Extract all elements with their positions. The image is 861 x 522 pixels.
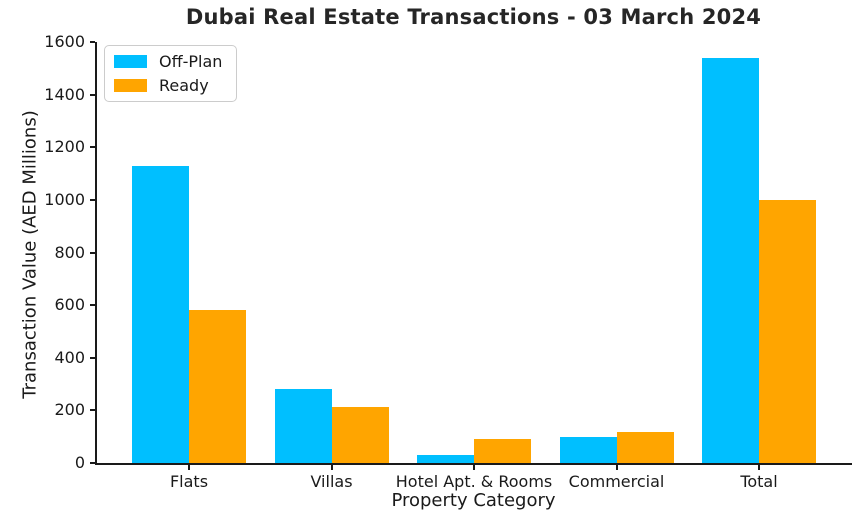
bar-ready-villas	[331, 407, 389, 463]
legend-item-ready: Ready	[114, 77, 222, 94]
legend: Off-Plan Ready	[104, 45, 238, 102]
x-tick-mark	[758, 465, 760, 470]
y-tick-mark	[90, 146, 95, 149]
x-tick-label-villas: Villas	[310, 472, 353, 491]
plot-area: 0 200 400 600 800 1000 1200 1400 1600 Flats Villa…	[44, 34, 852, 491]
bar-ready-flats	[189, 310, 246, 463]
legend-label-ready: Ready	[159, 76, 209, 95]
y-tick-label: 200	[54, 400, 85, 420]
y-tick-label: 1000	[44, 189, 85, 209]
bar-off-plan-total	[702, 57, 759, 463]
x-tick-mark	[188, 465, 190, 470]
y-tick-label: 0	[74, 453, 85, 472]
chart-title: Dubai Real Estate Transactions - 03 Marc…	[185, 5, 762, 29]
x-tick-mark	[330, 465, 333, 470]
y-tick-mark	[90, 462, 95, 464]
x-tick-mark	[615, 465, 618, 470]
y-tick-mark	[90, 251, 95, 254]
y-tick-label: 1600	[44, 32, 85, 51]
bar-off-plan-flats	[132, 165, 189, 463]
x-tick-label-commercial: Commercial	[568, 472, 665, 491]
legend-swatch-ready	[114, 79, 147, 92]
y-tick-label: 800	[54, 242, 85, 262]
x-axis-label: Property Category	[391, 490, 556, 511]
x-tick-mark	[473, 465, 475, 470]
y-tick-mark	[90, 409, 95, 412]
y-tick-label: 400	[54, 347, 85, 367]
x-tick-label-total: Total	[740, 472, 778, 491]
y-tick-label: 600	[54, 295, 85, 315]
bar-off-plan-commercial	[559, 436, 617, 463]
x-tick-label-flats: Flats	[169, 472, 209, 491]
legend-item-offplan: Off-Plan	[114, 53, 222, 70]
legend-swatch-offplan	[114, 55, 147, 68]
bar-ready-total	[759, 199, 816, 463]
y-tick-mark	[90, 93, 95, 96]
y-tick-mark	[90, 41, 95, 43]
bar-ready-hotel-apt-rooms	[474, 438, 531, 463]
x-tick-label-hotel-apt-rooms: Hotel Apt. & Rooms	[395, 472, 553, 491]
y-tick-mark	[90, 356, 95, 359]
bar-ready-commercial	[616, 432, 674, 463]
bar-off-plan-hotel-apt-rooms	[417, 455, 474, 463]
legend-label-offplan: Off-Plan	[159, 52, 223, 71]
y-tick-mark	[90, 304, 95, 307]
y-tick-label: 1200	[44, 137, 85, 157]
y-tick-mark	[90, 198, 95, 201]
y-tick-label: 1400	[44, 84, 85, 104]
bar-off-plan-villas	[274, 389, 332, 463]
